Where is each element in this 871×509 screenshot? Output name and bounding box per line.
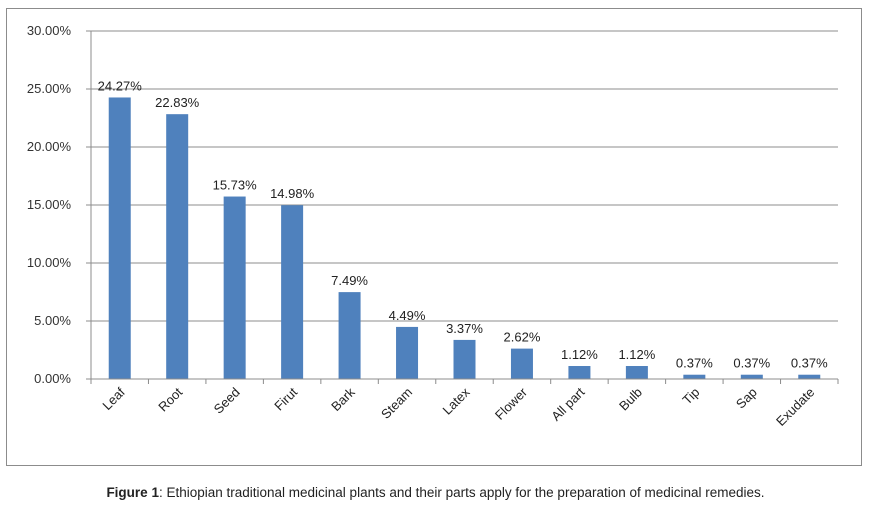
category-label: Bulb <box>616 385 645 414</box>
gridlines <box>91 30 838 322</box>
bar <box>166 114 189 379</box>
bar-chart: 0.00% 5.00% 10.00% 15.00% 20.00% 25.00% 30.00%… <box>27 23 839 429</box>
bar <box>683 374 706 379</box>
data-label: 0.37% <box>676 356 713 371</box>
data-label: 1.12% <box>561 347 598 362</box>
category-label: Seed <box>211 385 243 417</box>
data-label: 24.27% <box>98 78 143 93</box>
data-label: 3.37% <box>446 321 483 336</box>
chart-frame <box>6 8 862 466</box>
category-label: All part <box>548 384 587 423</box>
y-axis-tick-labels: 0.00% 5.00% 10.00% 15.00% 20.00% 25.00% 30.00% <box>27 23 72 386</box>
bar <box>453 339 476 379</box>
data-label: 1.12% <box>618 347 655 362</box>
bar <box>223 196 246 379</box>
figure-caption: Figure 1: Ethiopian traditional medicina… <box>0 485 871 500</box>
category-label: Exudate <box>773 385 817 429</box>
bar <box>108 97 131 379</box>
category-label: Root <box>155 384 185 414</box>
category-label: Sap <box>733 385 760 412</box>
y-tick-label: 5.00% <box>34 313 71 328</box>
data-label: 0.37% <box>733 356 770 371</box>
bar <box>740 374 763 379</box>
category-label: Firut <box>271 384 300 413</box>
y-tick-label: 30.00% <box>27 23 72 38</box>
data-label: 15.73% <box>213 178 258 193</box>
y-tick-label: 20.00% <box>27 139 72 154</box>
data-label: 0.37% <box>791 356 828 371</box>
bar <box>396 326 419 379</box>
axes <box>86 30 839 384</box>
data-label: 22.83% <box>155 95 200 110</box>
bar <box>625 366 648 379</box>
bar <box>798 374 821 379</box>
category-label: Steam <box>378 385 415 422</box>
y-tick-label: 25.00% <box>27 81 72 96</box>
bar <box>281 205 304 379</box>
data-labels: 24.27% 22.83% 15.73% 14.98% 7.49% 4.49% 3.37% 2… <box>98 78 828 370</box>
data-label: 2.62% <box>504 330 541 345</box>
category-label: Latex <box>440 384 473 417</box>
category-label: Leaf <box>99 384 128 413</box>
bars <box>108 97 821 379</box>
y-tick-label: 10.00% <box>27 255 72 270</box>
x-axis-category-labels: Leaf Root Seed Firut Bark Steam Latex Flower All… <box>99 384 817 429</box>
category-label: Tip <box>679 385 702 408</box>
y-tick-label: 15.00% <box>27 197 72 212</box>
data-label: 7.49% <box>331 273 368 288</box>
data-label: 4.49% <box>389 308 426 323</box>
bar <box>568 366 591 379</box>
figure-caption-text: : Ethiopian traditional medicinal plants… <box>158 485 765 500</box>
category-label: Bark <box>328 384 358 414</box>
bar <box>338 292 361 379</box>
data-label: 14.98% <box>270 186 315 201</box>
figure-caption-label: Figure 1 <box>106 485 159 500</box>
y-tick-label: 0.00% <box>34 371 71 386</box>
bar <box>510 348 533 379</box>
category-label: Flower <box>492 384 531 423</box>
